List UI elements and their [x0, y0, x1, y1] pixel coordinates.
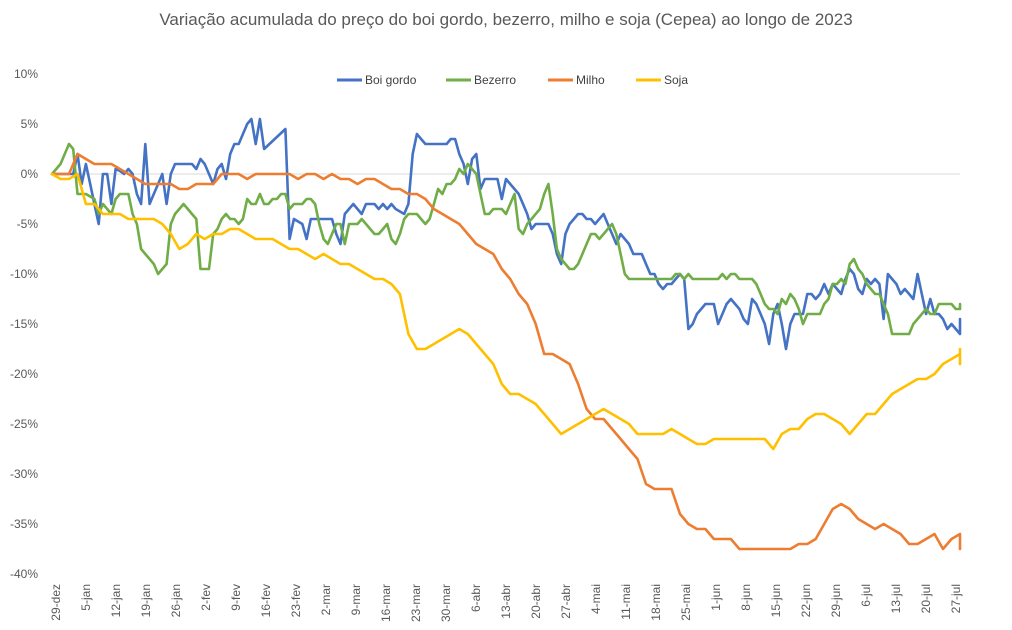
x-axis: 29-dez 5-jan 12-jan 19-jan 26-jan 2-fev 9-fev 1…	[49, 584, 963, 622]
y-tick-label: -35%	[10, 517, 38, 531]
x-tick-label: 25-mai	[679, 584, 693, 621]
x-tick-label: 22-jun	[799, 584, 813, 617]
x-tick-label: 29-dez	[49, 584, 63, 621]
x-tick-label: 12-jan	[109, 584, 123, 617]
x-tick-label: 5-jan	[79, 584, 93, 611]
x-tick-label: 6-jul	[859, 584, 873, 607]
legend-label: Bezerro	[474, 73, 516, 87]
y-tick-label: -25%	[10, 417, 38, 431]
x-tick-label: 27-jul	[949, 584, 963, 613]
y-tick-label: -15%	[10, 317, 38, 331]
x-tick-label: 13-abr	[499, 584, 513, 619]
x-tick-label: 23-mar	[409, 584, 423, 622]
x-tick-label: 2-mar	[319, 584, 333, 615]
x-tick-label: 2-fev	[199, 584, 213, 611]
y-tick-label: 0%	[21, 167, 39, 181]
x-tick-label: 16-mar	[379, 584, 393, 622]
x-tick-label: 9-mar	[349, 584, 363, 615]
x-tick-label: 18-mai	[649, 584, 663, 621]
y-tick-label: -5%	[17, 217, 39, 231]
y-tick-label: -20%	[10, 367, 38, 381]
legend: Boi gordo Bezerro Milho Soja	[337, 73, 688, 87]
y-tick-label: 10%	[14, 67, 38, 81]
y-tick-label: -30%	[10, 467, 38, 481]
y-tick-label: -40%	[10, 567, 38, 581]
y-axis: 10% 5% 0% -5% -10% -15% -20% -25% -30% -35% -40%	[10, 67, 960, 581]
series-line-bezerro	[50, 142, 962, 336]
x-tick-label: 13-jul	[889, 584, 903, 613]
y-tick-label: 5%	[21, 117, 39, 131]
x-tick-label: 6-abr	[469, 584, 483, 612]
x-tick-label: 27-abr	[559, 584, 573, 619]
legend-label: Soja	[664, 73, 688, 87]
series-layer	[50, 117, 962, 551]
x-tick-label: 19-jan	[139, 584, 153, 617]
legend-label: Milho	[576, 73, 605, 87]
legend-label: Boi gordo	[365, 73, 417, 87]
x-tick-label: 9-fev	[229, 584, 243, 611]
x-tick-label: 26-jan	[169, 584, 183, 617]
x-tick-label: 4-mai	[589, 584, 603, 614]
series-line-boi-gordo	[50, 117, 962, 351]
x-tick-label: 16-fev	[259, 584, 273, 617]
x-tick-label: 20-abr	[529, 584, 543, 619]
series-line-soja	[50, 172, 962, 451]
x-tick-label: 1-jun	[709, 584, 723, 611]
x-tick-label: 29-jun	[829, 584, 843, 617]
x-tick-label: 23-fev	[289, 584, 303, 617]
chart-title: Variação acumulada do preço do boi gordo…	[159, 10, 853, 29]
x-tick-label: 20-jul	[919, 584, 933, 613]
y-tick-label: -10%	[10, 267, 38, 281]
series-line-milho	[50, 152, 962, 551]
x-tick-label: 30-mar	[439, 584, 453, 622]
x-tick-label: 8-jun	[739, 584, 753, 611]
x-tick-label: 15-jun	[769, 584, 783, 617]
x-tick-label: 11-mai	[619, 584, 633, 620]
